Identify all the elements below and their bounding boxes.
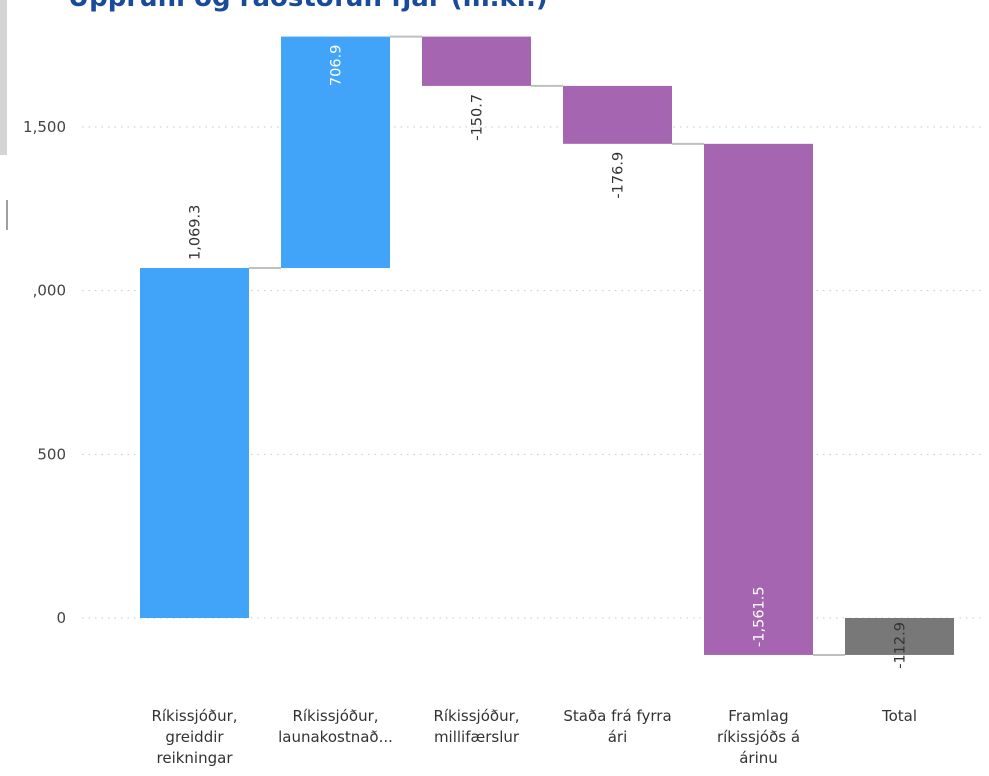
category-label: Ríkissjóður, greiddir reikningar (151, 707, 237, 767)
category-label: Framlag ríkissjóðs á árinu (717, 707, 800, 767)
y-tick-label: 500 (37, 445, 66, 463)
chart-title: Uppruni og ráðstöfun fjár (m.kr.) (68, 0, 548, 13)
scrollbar-track (0, 0, 7, 155)
category-label: Total (881, 707, 917, 725)
waterfall-bar[interactable] (704, 143, 813, 655)
waterfall-bar[interactable] (281, 36, 390, 268)
scrollbar-thumb (6, 200, 8, 230)
data-label: 1,069.3 (188, 205, 204, 260)
category-label: Ríkissjóður, millifærslur (433, 707, 519, 746)
waterfall-bar[interactable] (563, 85, 672, 144)
waterfall-bar[interactable] (140, 267, 249, 618)
data-label: -150.7 (470, 94, 486, 141)
waterfall-bar[interactable] (845, 618, 954, 655)
data-label: -1,561.5 (752, 586, 768, 647)
y-tick-label: 1,500 (23, 118, 66, 136)
y-tick-label: ,000 (33, 282, 66, 300)
waterfall-bar[interactable] (422, 36, 531, 86)
data-label: 706.9 (329, 45, 345, 87)
y-tick-label: 0 (56, 609, 66, 627)
data-label: -176.9 (611, 152, 627, 199)
data-label: -112.9 (893, 622, 909, 669)
category-label: Staða frá fyrra ári (563, 707, 671, 746)
category-label: Ríkissjóður, launakostnað... (278, 707, 393, 746)
